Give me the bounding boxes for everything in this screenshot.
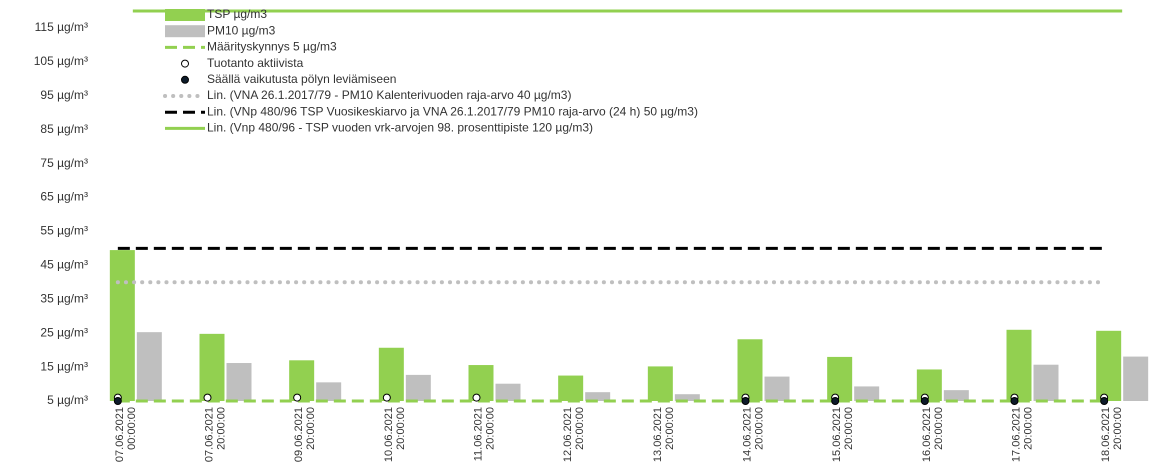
point — [1010, 397, 1019, 405]
x-tick-line: 18.06.2021 — [1100, 407, 1112, 462]
x-tick-line: 00:00:00 — [126, 407, 138, 450]
point — [472, 393, 481, 402]
y-tick-label: 5 µg/m³ — [47, 393, 88, 407]
y-tick-label: 55 µg/m³ — [40, 224, 88, 238]
legend-swatch — [165, 25, 205, 38]
bar — [1123, 356, 1149, 401]
bar — [1006, 329, 1032, 401]
bar — [199, 333, 225, 401]
x-tick-line: 12.06.2021 — [562, 407, 574, 462]
x-tick-line: 14.06.2021 — [741, 407, 753, 462]
point — [293, 393, 302, 402]
legend-swatch — [181, 59, 189, 68]
x-tick-label: 07.06.202100:00:00 — [114, 407, 138, 462]
legend-swatch — [181, 75, 189, 84]
point — [113, 397, 122, 405]
bar — [827, 356, 853, 401]
bar — [109, 250, 135, 401]
x-tick-line: 07.06.2021 — [203, 407, 215, 462]
x-tick-label: 09.06.202120:00:00 — [293, 407, 317, 462]
y-tick-label: 85 µg/m³ — [40, 122, 88, 136]
bar — [647, 366, 673, 401]
y-tick-label: 25 µg/m³ — [40, 325, 88, 339]
point — [831, 397, 840, 405]
legend-label: Lin. (VNA 26.1.2017/79 - PM10 Kalenteriv… — [207, 88, 571, 102]
x-tick-label: 07.06.202120:00:00 — [203, 407, 227, 462]
x-tick-line: 10.06.2021 — [383, 407, 395, 462]
bar — [585, 392, 611, 401]
x-tick-line: 20:00:00 — [664, 407, 676, 450]
x-tick-label: 17.06.202120:00:00 — [1010, 407, 1034, 462]
y-tick-label: 65 µg/m³ — [40, 190, 88, 204]
legend-label: TSP µg/m3 — [207, 7, 267, 21]
x-tick-label: 14.06.202120:00:00 — [741, 407, 765, 462]
x-tick-line: 20:00:00 — [1022, 407, 1034, 450]
bar — [495, 383, 521, 401]
legend-label: Lin. (Vnp 480/96 - TSP vuoden vrk-arvoje… — [207, 121, 593, 135]
bar — [764, 376, 790, 401]
x-tick-line: 20:00:00 — [395, 407, 407, 450]
x-tick-line: 20:00:00 — [215, 407, 227, 450]
y-tick-label: 15 µg/m³ — [40, 359, 88, 373]
legend-label: Määrityskynnys 5 µg/m3 — [207, 40, 337, 54]
legend-label: PM10 µg/m3 — [207, 23, 276, 37]
y-tick-label: 35 µg/m³ — [40, 291, 88, 305]
x-tick-label: 16.06.202120:00:00 — [921, 407, 945, 462]
bar — [136, 332, 162, 401]
bar — [916, 369, 942, 401]
point — [741, 397, 750, 405]
bar — [1033, 364, 1059, 401]
bar — [737, 339, 763, 401]
x-tick-label: 15.06.202120:00:00 — [831, 407, 855, 462]
point — [382, 393, 391, 402]
y-tick-label: 105 µg/m³ — [34, 54, 88, 68]
legend-label: Tuotanto aktiivista — [207, 56, 304, 70]
x-tick-line: 13.06.2021 — [652, 407, 664, 462]
x-tick-line: 20:00:00 — [1112, 407, 1124, 450]
x-tick-line: 20:00:00 — [305, 407, 317, 450]
legend-label: Lin. (VNp 480/96 TSP Vuosikeskiarvo ja V… — [207, 104, 698, 118]
bar — [468, 365, 494, 401]
bar — [674, 394, 700, 401]
x-tick-line: 09.06.2021 — [293, 407, 305, 462]
legend-label: Säällä vaikutusta pölyn leviämiseen — [207, 72, 396, 86]
x-tick-line: 16.06.2021 — [921, 407, 933, 462]
x-tick-label: 11.06.202120:00:00 — [472, 407, 496, 461]
bar — [854, 386, 880, 401]
x-tick-line: 15.06.2021 — [831, 407, 843, 462]
x-tick-line: 20:00:00 — [753, 407, 765, 450]
x-tick-label: 13.06.202120:00:00 — [652, 407, 676, 462]
legend-swatch — [165, 9, 205, 21]
x-tick-line: 07.06.2021 — [114, 407, 126, 462]
bar — [316, 382, 342, 401]
x-tick-line: 20:00:00 — [574, 407, 586, 450]
bar — [289, 360, 315, 401]
bar — [378, 347, 404, 401]
y-tick-label: 75 µg/m³ — [40, 156, 88, 170]
x-tick-line: 20:00:00 — [484, 407, 496, 450]
y-tick-label: 95 µg/m³ — [40, 88, 88, 102]
x-tick-label: 18.06.202120:00:00 — [1100, 407, 1124, 462]
bar — [405, 374, 431, 401]
point — [203, 393, 212, 402]
y-tick-label: 45 µg/m³ — [40, 258, 88, 272]
point — [920, 397, 929, 405]
bar — [226, 363, 252, 401]
bar — [1096, 330, 1122, 401]
point — [1100, 397, 1109, 405]
x-tick-label: 12.06.202120:00:00 — [562, 407, 586, 462]
x-tick-label: 10.06.202120:00:00 — [383, 407, 407, 462]
y-tick-label: 115 µg/m³ — [35, 20, 88, 34]
x-tick-line: 20:00:00 — [843, 407, 855, 450]
x-tick-line: 11.06.2021 — [472, 407, 484, 461]
x-tick-line: 17.06.2021 — [1010, 407, 1022, 462]
bar — [558, 375, 584, 401]
bar — [943, 390, 969, 401]
x-tick-line: 20:00:00 — [933, 407, 945, 450]
